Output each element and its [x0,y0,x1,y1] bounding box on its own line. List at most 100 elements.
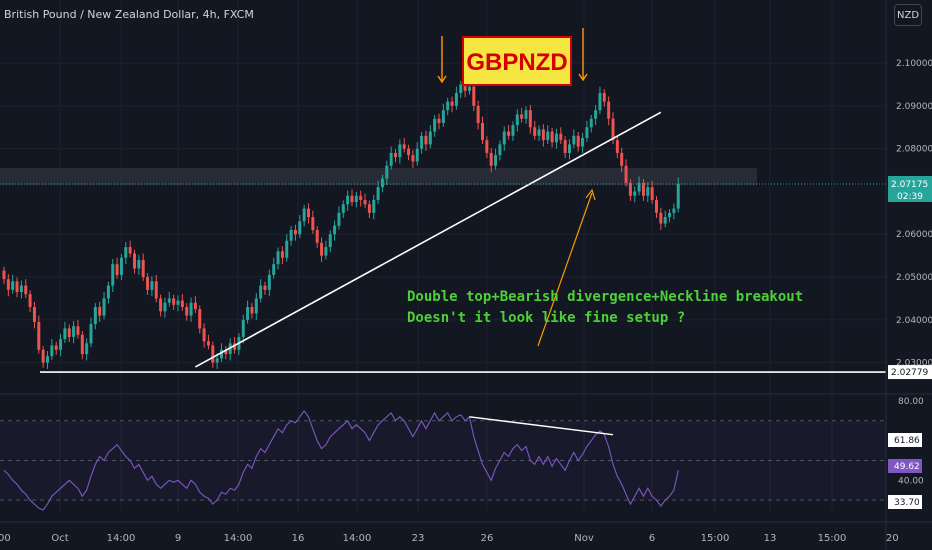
candle[interactable] [89,324,93,344]
candle[interactable] [150,281,154,290]
candle[interactable] [137,259,141,269]
candle[interactable] [46,356,49,363]
candle[interactable] [663,217,667,224]
candle[interactable] [307,208,310,218]
candle[interactable] [163,302,167,312]
candle[interactable] [376,187,380,201]
candle[interactable] [589,118,593,128]
candle[interactable] [106,285,110,299]
divergence-line[interactable] [469,416,614,436]
candle[interactable] [15,281,19,293]
candle[interactable] [146,277,150,290]
candle[interactable] [359,195,363,201]
candles[interactable] [2,79,680,370]
candle[interactable] [341,204,345,213]
candle[interactable] [554,133,558,143]
candle[interactable] [568,144,571,153]
candle[interactable] [394,152,397,158]
candle[interactable] [420,135,424,149]
candle[interactable] [398,144,402,158]
candle[interactable] [454,93,458,106]
candle[interactable] [520,114,524,119]
candle[interactable] [102,298,106,316]
candle[interactable] [50,345,54,357]
candle[interactable] [180,300,184,307]
candle[interactable] [263,285,267,290]
candle[interactable] [246,306,250,320]
candle[interactable] [641,182,645,196]
candle[interactable] [433,118,437,132]
candle[interactable] [533,127,537,136]
candle[interactable] [2,270,6,280]
candle[interactable] [576,135,580,147]
candle[interactable] [337,212,341,226]
candle[interactable] [41,349,45,363]
candle[interactable] [602,93,606,102]
candle[interactable] [320,242,324,256]
candle[interactable] [489,152,493,166]
candle[interactable] [380,178,384,188]
candle[interactable] [259,285,263,299]
candle[interactable] [628,182,632,196]
candle[interactable] [428,131,432,145]
candle[interactable] [607,101,611,119]
candle[interactable] [411,155,415,162]
candle[interactable] [293,229,297,235]
candle[interactable] [346,195,350,205]
candle[interactable] [189,302,193,316]
candle[interactable] [546,131,550,141]
candle[interactable] [459,84,463,94]
candle[interactable] [176,300,180,305]
candle[interactable] [63,328,67,340]
candle[interactable] [93,306,97,325]
candle[interactable] [515,114,519,126]
candle[interactable] [633,191,637,196]
candle[interactable] [402,144,406,149]
candle[interactable] [24,285,28,295]
candle[interactable] [167,298,171,303]
candle[interactable] [415,148,419,162]
candle[interactable] [541,129,545,141]
candle[interactable] [615,140,619,153]
candle[interactable] [581,137,585,147]
candle[interactable] [324,247,328,256]
candle[interactable] [254,298,258,314]
candle[interactable] [585,127,589,138]
drawings[interactable] [0,28,886,373]
candle[interactable] [659,212,663,224]
candle[interactable] [441,110,445,123]
candle[interactable] [202,328,206,342]
candle[interactable] [215,358,219,363]
candle[interactable] [111,264,115,286]
candle[interactable] [285,240,289,258]
currency-button[interactable]: NZD [894,4,922,26]
candle[interactable] [128,247,132,254]
candle[interactable] [115,264,119,275]
candle[interactable] [463,84,467,91]
candle[interactable] [655,200,658,213]
candle[interactable] [676,183,680,209]
candle[interactable] [198,309,202,329]
candle[interactable] [302,208,306,222]
candle[interactable] [19,285,23,293]
candle[interactable] [472,86,476,106]
candle[interactable] [76,326,80,335]
candle[interactable] [28,294,32,307]
candle[interactable] [54,345,58,350]
candle[interactable] [363,200,367,205]
candle[interactable] [563,140,567,153]
candle[interactable] [159,298,163,312]
candle[interactable] [372,200,376,213]
candle[interactable] [476,105,480,123]
candle[interactable] [98,306,102,316]
candle[interactable] [620,152,624,166]
candle[interactable] [637,182,641,192]
candle[interactable] [119,257,123,275]
candle[interactable] [315,229,319,243]
candle[interactable] [498,144,502,156]
candle[interactable] [280,251,284,258]
candle[interactable] [550,131,554,143]
candle[interactable] [85,343,89,355]
candle[interactable] [220,349,223,359]
